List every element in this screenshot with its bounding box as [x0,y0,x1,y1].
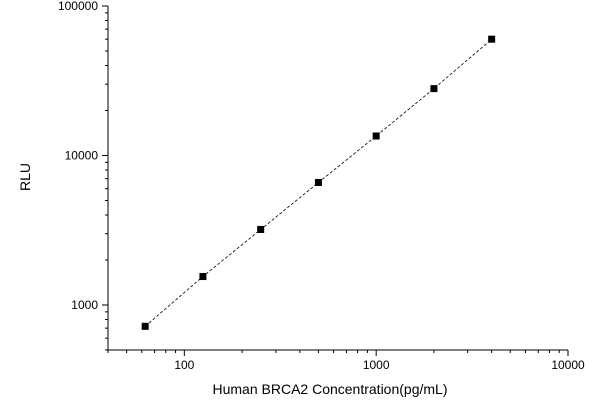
x-tick-label: 100 [174,358,194,372]
data-point [430,85,438,93]
x-tick-label: 10000 [551,358,585,372]
data-points [141,35,496,330]
data-point [199,273,207,281]
y-tick-label: 100000 [58,0,98,13]
y-axis-label: RLU [17,163,33,191]
x-axis-label: Human BRCA2 Concentration(pg/mL) [213,381,448,397]
data-point [372,132,380,140]
data-point [314,178,322,186]
y-tick-label: 10000 [65,148,99,162]
data-point [488,35,496,43]
data-point [257,225,265,233]
ticks: 100 1000 10000 1000 10000 100000 [58,0,585,372]
x-tick-label: 1000 [363,358,390,372]
y-tick-label: 1000 [71,298,98,312]
data-point [141,322,149,330]
